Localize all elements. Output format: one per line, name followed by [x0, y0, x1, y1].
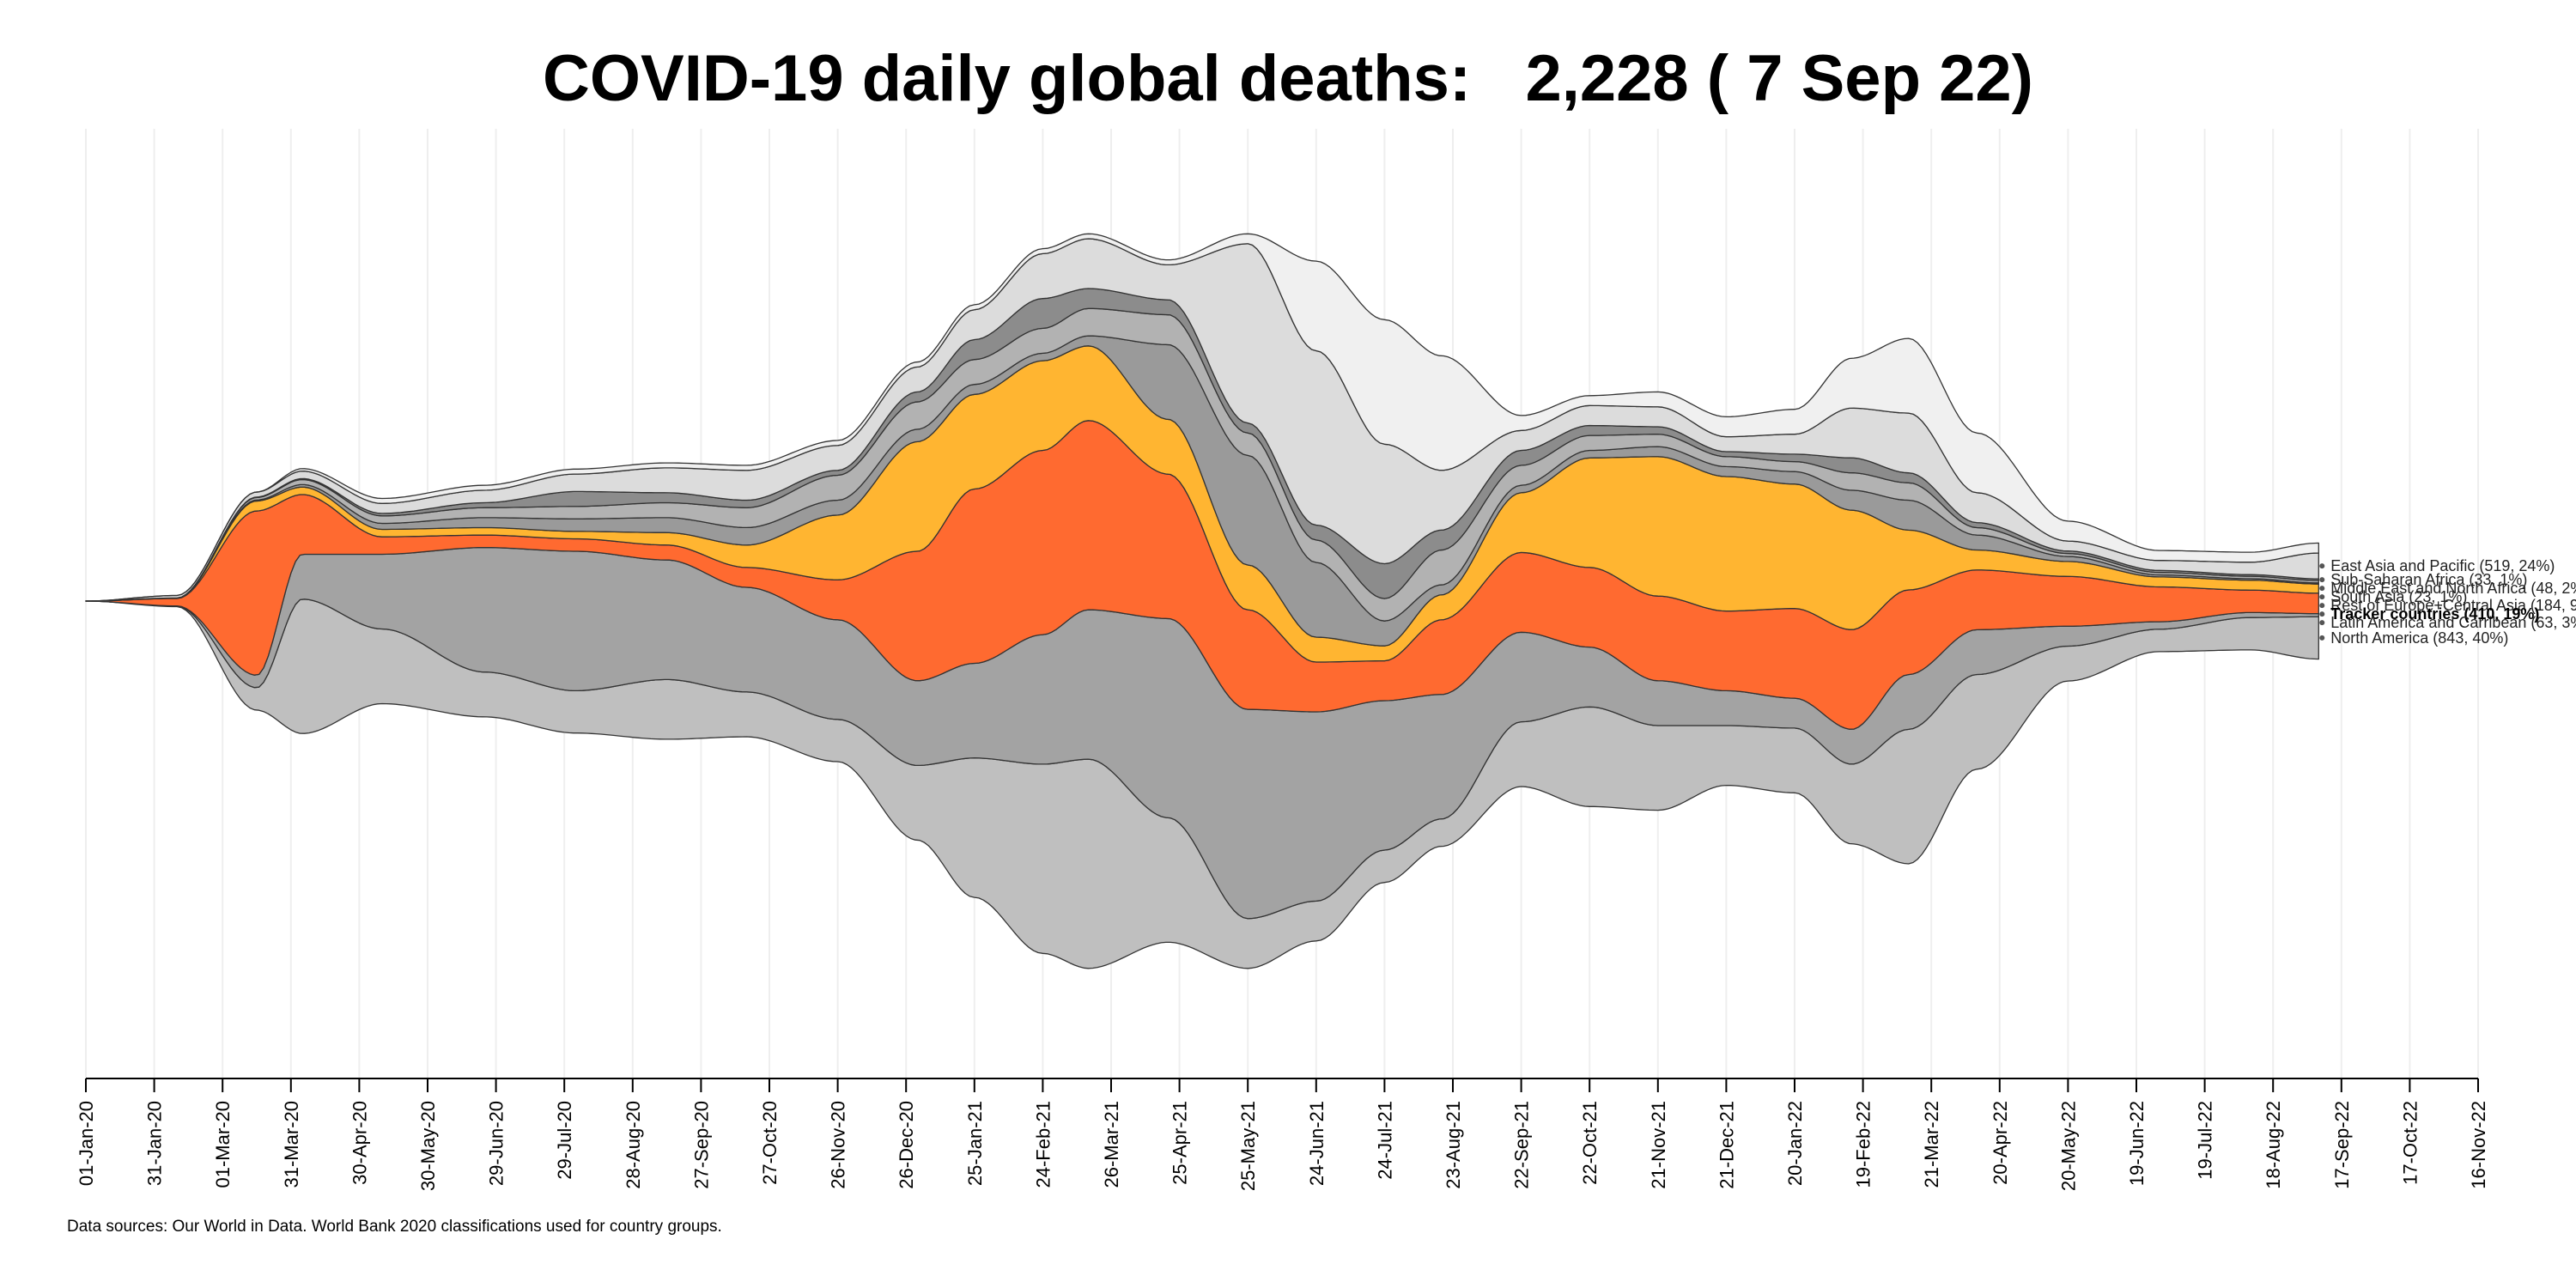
- x-tick-label: 20-May-22: [2057, 1101, 2079, 1191]
- x-tick-label: 25-Jan-21: [964, 1101, 986, 1186]
- series-label: Rest of Europe+Central Asia (184, 9%): [2330, 597, 2576, 614]
- x-tick-label: 24-Feb-21: [1032, 1101, 1054, 1188]
- x-tick-label: 28-Aug-20: [623, 1101, 644, 1189]
- series-label-marker: [2319, 635, 2325, 641]
- x-tick-label: 21-Mar-22: [1921, 1101, 1942, 1188]
- series-label-marker: [2319, 577, 2325, 583]
- series-label-marker: [2319, 620, 2325, 626]
- x-tick-label: 19-Feb-22: [1853, 1101, 1874, 1188]
- chart-title: COVID-19 daily global deaths: 2,228 ( 7 …: [543, 42, 2033, 115]
- x-tick-label: 20-Jan-22: [1784, 1101, 1806, 1186]
- series-label: Sub-Saharan Africa (33, 1%): [2330, 571, 2527, 588]
- x-tick-label: 26-Dec-20: [896, 1101, 917, 1189]
- x-tick-label: 31-Mar-20: [281, 1101, 302, 1188]
- x-tick-label: 30-Apr-20: [349, 1101, 370, 1185]
- x-tick-label: 26-Nov-20: [828, 1101, 849, 1189]
- x-tick-label: 20-Apr-22: [1990, 1101, 2011, 1185]
- series-label: North America (843, 40%): [2330, 629, 2508, 647]
- series-label: South Asia (23, 1%): [2330, 588, 2467, 605]
- x-tick-label: 19-Jun-22: [2126, 1101, 2148, 1186]
- x-tick-label: 27-Oct-20: [759, 1101, 781, 1185]
- x-tick-label: 22-Oct-21: [1579, 1101, 1601, 1185]
- x-tick-label: 29-Jun-20: [486, 1101, 507, 1186]
- x-tick-label: 21-Dec-21: [1716, 1101, 1737, 1189]
- series-label: East Asia and Pacific (519, 24%): [2330, 557, 2555, 574]
- x-tick-label: 18-Aug-22: [2263, 1101, 2284, 1189]
- stream-areas: [85, 233, 2319, 969]
- series-label-marker: [2319, 594, 2325, 600]
- x-tick-label: 01-Mar-20: [212, 1101, 234, 1188]
- x-tick-label: 19-Jul-22: [2195, 1101, 2216, 1180]
- x-tick-label: 01-Jan-20: [76, 1101, 97, 1186]
- x-tick-label: 21-Nov-21: [1648, 1101, 1669, 1189]
- x-tick-label: 16-Nov-22: [2468, 1101, 2489, 1189]
- data-source-footnote: Data sources: Our World in Data. World B…: [67, 1218, 722, 1236]
- x-tick-label: 17-Oct-22: [2399, 1101, 2421, 1185]
- series-labels: East Asia and Pacific (519, 24%)Sub-Saha…: [2319, 557, 2576, 647]
- x-tick-label: 17-Sep-22: [2331, 1101, 2353, 1189]
- series-label: Middle East and North Africa (48, 2%): [2330, 580, 2576, 597]
- series-label: Latin America and Carribean (63, 3%): [2330, 614, 2576, 631]
- x-tick-label: 25-May-21: [1237, 1101, 1259, 1191]
- x-tick-label: 27-Sep-20: [690, 1101, 712, 1189]
- x-tick-label: 26-Mar-21: [1101, 1101, 1122, 1188]
- x-tick-label: 24-Jul-21: [1374, 1101, 1395, 1180]
- series-label: Tracker countries (410, 19%): [2330, 605, 2539, 623]
- x-tick-label: 22-Sep-21: [1511, 1101, 1533, 1189]
- x-tick-label: 31-Jan-20: [144, 1101, 166, 1186]
- stream-area-europe-other-: [85, 233, 2319, 602]
- x-axis: 01-Jan-20 31-Jan-20 01-Mar-20 31-Mar-20 30-A…: [76, 1078, 2489, 1191]
- series-label-marker: [2319, 586, 2325, 592]
- x-tick-label: 23-Aug-21: [1443, 1101, 1464, 1189]
- series-label-marker: [2319, 611, 2325, 617]
- x-tick-label: 24-Jun-21: [1306, 1101, 1327, 1186]
- series-label-marker: [2319, 603, 2325, 609]
- x-tick-label: 29-Jul-20: [554, 1101, 575, 1180]
- x-tick-label: 30-May-20: [417, 1101, 439, 1191]
- series-label-marker: [2319, 563, 2325, 569]
- x-tick-label: 25-Apr-21: [1170, 1101, 1191, 1185]
